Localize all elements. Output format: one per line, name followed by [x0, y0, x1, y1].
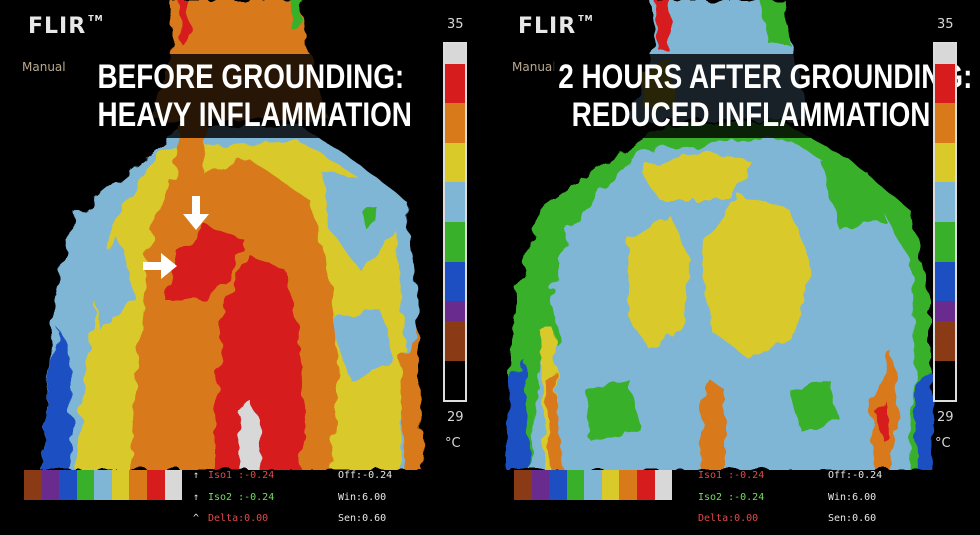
iso2-readout: Iso2 :-0.24 [698, 492, 765, 503]
temperature-scale [443, 42, 467, 402]
scale-max-label: 35 [937, 17, 954, 32]
offset-readout: Off:-0.24 [338, 470, 393, 481]
iso2-marker-icon: ↑ [193, 492, 200, 503]
iso1-marker-icon: ↑ [193, 470, 200, 481]
window-readout: Win:6.00 [828, 492, 877, 503]
scale-min-label: 29 [447, 410, 464, 425]
thermal-image-after: FLIR TM Manual 2 HOURS AFTER GROUNDING: R… [490, 0, 980, 535]
window-readout: Win:6.00 [338, 492, 387, 503]
delta-marker-icon: ^ [193, 513, 200, 524]
right-arrow-icon [143, 253, 177, 279]
scale-unit-label: °C [935, 436, 951, 451]
thermal-image-before: FLIR TM Manual BEFORE GROUNDING: HEAVY IN… [22, 0, 467, 524]
temperature-scale [933, 42, 957, 402]
caption-line-1: 2 HOURS AFTER GROUNDING: [558, 58, 973, 96]
down-arrow-icon [183, 196, 209, 230]
iso2-readout: Iso2 :-0.24 [208, 492, 275, 503]
mode-label: Manual [512, 60, 556, 74]
thermal-back-before [40, 0, 422, 470]
offset-readout: Off:-0.24 [828, 470, 883, 481]
flir-logo: FLIR TM [28, 14, 104, 39]
mode-label: Manual [22, 60, 66, 74]
caption-line-2: HEAVY INFLAMMATION [97, 96, 412, 134]
caption-after: 2 HOURS AFTER GROUNDING: REDUCED INFLAMM… [553, 54, 973, 138]
iso1-readout: Iso1 :-0.24 [698, 470, 765, 481]
sensitivity-readout: Sen:0.60 [828, 513, 877, 524]
caption-before: BEFORE GROUNDING: HEAVY INFLAMMATION [92, 54, 412, 138]
brand-text: FLIR [518, 14, 577, 39]
brand-text: FLIR [28, 14, 87, 39]
scale-unit-label: °C [445, 436, 461, 451]
delta-readout: Delta:0.00 [698, 513, 759, 524]
palette-bar [514, 470, 673, 500]
iso1-readout: Iso1 :-0.24 [208, 470, 275, 481]
caption-line-2: REDUCED INFLAMMATION [571, 96, 931, 134]
flir-logo: FLIR TM [518, 14, 594, 39]
delta-readout: Delta:0.00 [208, 513, 269, 524]
scale-max-label: 35 [447, 17, 464, 32]
palette-bar [24, 470, 183, 500]
sensitivity-readout: Sen:0.60 [338, 513, 387, 524]
scale-min-label: 29 [937, 410, 954, 425]
caption-line-1: BEFORE GROUNDING: [97, 58, 405, 96]
